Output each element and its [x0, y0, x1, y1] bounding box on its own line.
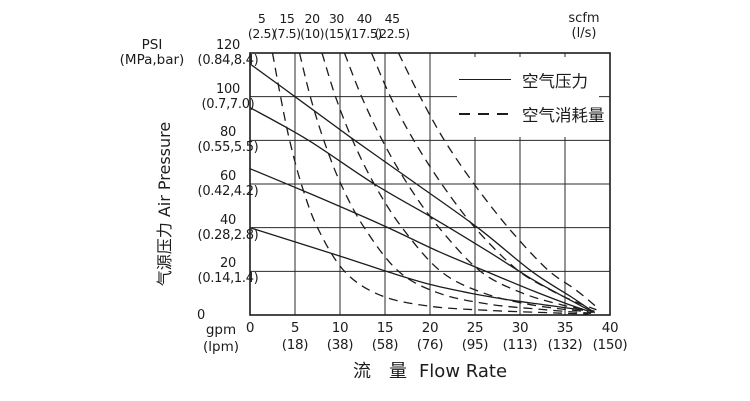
top-tick-15-scfm: 15 (7.5): [273, 11, 301, 41]
legend-row-air-consumption: 空气消耗量: [457, 102, 605, 126]
y-axis-unit-psi: PSI: [141, 37, 163, 53]
legend-row-air-pressure: 空气压力: [457, 68, 599, 92]
y-tick-80-psi: 80 (0.55,5.5): [197, 125, 259, 156]
plot-area: 空气压力 空气消耗量: [249, 52, 611, 316]
x-axis-unit-lpm: (lpm): [202, 339, 239, 355]
top-axis-unit-ls: (l/s): [571, 25, 597, 41]
dashed-line-sample: [459, 113, 511, 116]
air-pressure-curve: [249, 227, 584, 311]
y-axis-unit-mpa-bar: (MPa,bar): [119, 52, 185, 68]
x-tick-35-gpm: 35 (132): [547, 320, 583, 353]
solid-line-sample: [459, 79, 511, 81]
top-tick-45-scfm: 45 (22.5): [374, 11, 411, 41]
top-tick-30-scfm: 30 (15): [324, 11, 349, 41]
y-tick-20-psi: 20 (0.14,1.4): [197, 256, 259, 287]
legend-label-air-pressure: 空气压力: [522, 71, 588, 91]
x-tick-25-gpm: 25 (95): [461, 320, 489, 353]
x-tick-30-gpm: 30 (113): [502, 320, 538, 353]
air-consumption-curve: [271, 52, 589, 315]
chart-canvas: [249, 52, 611, 316]
air-pressure-curve: [249, 107, 593, 313]
air-pressure-curve: [249, 168, 589, 312]
x-axis-unit-gpm: gpm: [205, 322, 237, 338]
x-axis-title: 流 量 Flow Rate: [320, 357, 540, 383]
legend: 空气压力 空气消耗量: [457, 57, 605, 137]
top-tick-5-scfm: 5 (2.5): [247, 11, 276, 41]
y-axis-unit-label: PSI (MPa,bar): [108, 38, 196, 68]
top-tick-20-scfm: 20 (10): [300, 11, 325, 41]
air-consumption-curve: [298, 52, 592, 314]
plot-border: [249, 52, 611, 316]
x-tick-5-gpm: 5 (18): [281, 320, 309, 353]
legend-label-air-consumption: 空气消耗量: [522, 106, 605, 126]
top-tick-40-scfm: 40 (17.5): [346, 11, 383, 41]
y-tick-100-psi: 100 (0.7,7.0): [201, 81, 255, 112]
x-tick-20-gpm: 20 (76): [416, 320, 444, 353]
y-tick-40-psi: 40 (0.28,2.8): [197, 212, 259, 243]
x-tick-15-gpm: 15 (58): [371, 320, 399, 353]
y-tick-0-psi: 0: [197, 308, 205, 323]
air-pressure-curve: [249, 63, 596, 314]
y-tick-120-psi: 120 (0.84,8.4): [197, 38, 259, 68]
x-tick-40-gpm: 40 (150): [592, 320, 628, 353]
air-consumption-curve: [397, 52, 599, 309]
air-consumption-curve: [370, 52, 597, 311]
y-tick-60-psi: 60 (0.42,4.2): [197, 169, 259, 199]
x-axis-title-cn: 流 量: [352, 361, 407, 382]
air-consumption-curve: [321, 52, 593, 314]
x-axis-unit-label: gpm (lpm): [192, 322, 250, 356]
top-axis-unit-label: scfm (l/s): [556, 11, 612, 41]
top-axis-unit-scfm: scfm: [568, 11, 600, 26]
x-tick-0-gpm: 0: [245, 320, 255, 336]
x-tick-10-gpm: 10 (38): [326, 320, 354, 353]
air-consumption-curve: [343, 52, 595, 312]
x-axis-title-en: Flow Rate: [418, 361, 508, 382]
y-axis-title: 气源压力 Air Pressure: [155, 121, 174, 287]
